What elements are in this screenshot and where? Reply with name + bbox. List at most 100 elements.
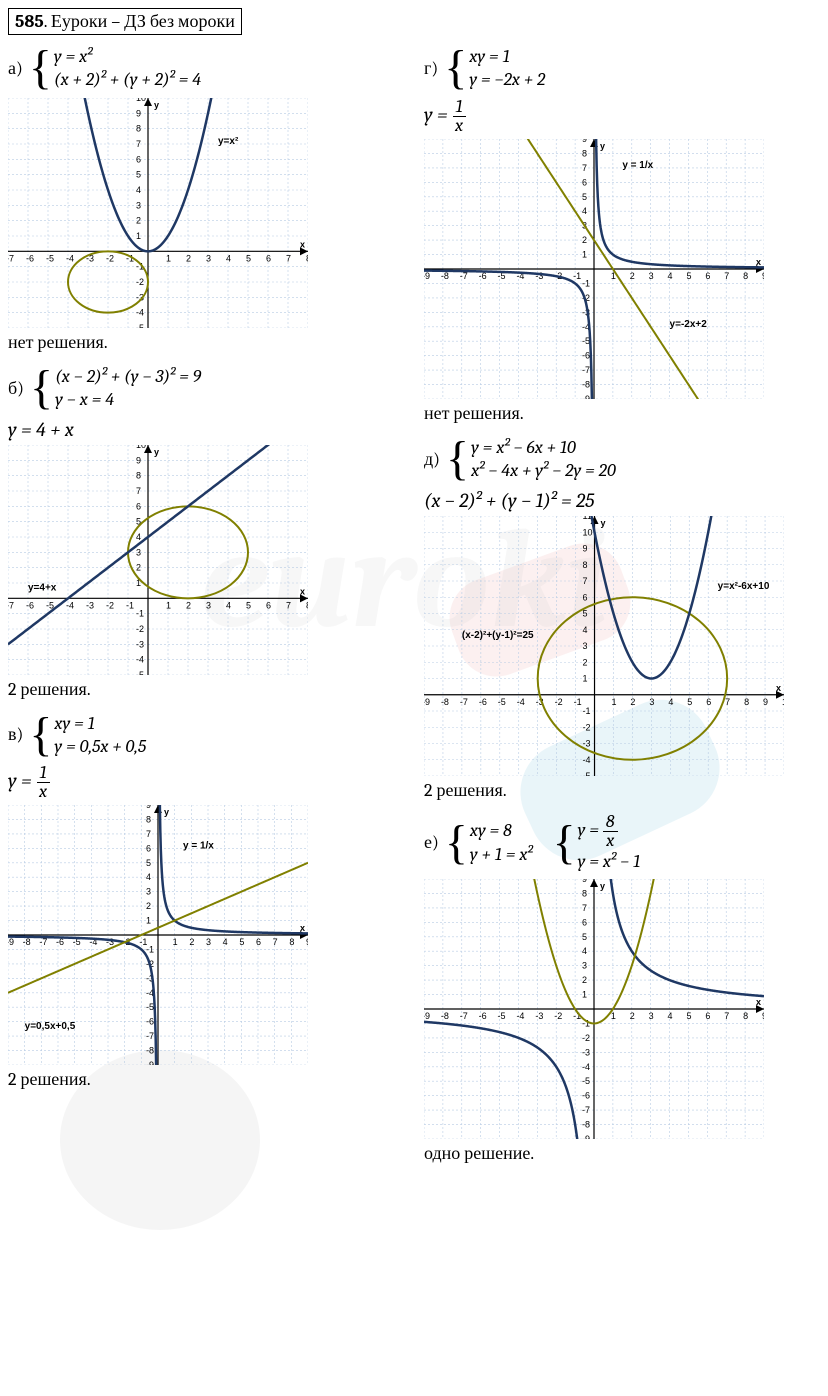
svg-text:6: 6 <box>136 154 141 164</box>
label-a: а) <box>8 58 23 79</box>
eq-d-single: (x − 2)² + (y − 1)² = 25 <box>424 489 820 512</box>
svg-text:-1: -1 <box>136 608 144 618</box>
svg-text:8: 8 <box>583 559 588 569</box>
brace-icon: { <box>29 716 52 754</box>
svg-text:5: 5 <box>686 271 691 281</box>
answer-e: одно решение. <box>424 1143 820 1164</box>
svg-text:7: 7 <box>724 1011 729 1021</box>
svg-text:-4: -4 <box>517 696 525 706</box>
svg-text:-8: -8 <box>146 1046 154 1056</box>
svg-text:5: 5 <box>246 253 251 263</box>
svg-text:4: 4 <box>146 873 151 883</box>
svg-text:6: 6 <box>705 271 710 281</box>
problem-e: е) { xy = 8 y + 1 = x² { y = 8x y = x² −… <box>424 813 820 1164</box>
answer-g: нет решения. <box>424 403 820 424</box>
svg-text:1: 1 <box>583 673 588 683</box>
svg-text:5: 5 <box>687 696 692 706</box>
svg-text:-6: -6 <box>582 1091 590 1101</box>
svg-text:-4: -4 <box>136 307 144 317</box>
svg-text:-2: -2 <box>582 1033 590 1043</box>
svg-text:7: 7 <box>724 271 729 281</box>
svg-text:8: 8 <box>306 253 308 263</box>
svg-text:-5: -5 <box>136 670 144 675</box>
svg-text:3: 3 <box>146 887 151 897</box>
svg-text:9: 9 <box>762 1011 764 1021</box>
problem-d: д) { y = x² − 6x + 10 x² − 4x + y² − 2y … <box>424 436 820 801</box>
svg-text:(x-2)²+(y-1)²=25: (x-2)²+(y-1)²=25 <box>462 629 534 640</box>
svg-text:-2: -2 <box>106 600 114 610</box>
svg-text:-9: -9 <box>424 696 430 706</box>
svg-text:-3: -3 <box>535 1011 543 1021</box>
svg-text:1: 1 <box>146 916 151 926</box>
brace-icon: { <box>445 824 468 862</box>
svg-text:7: 7 <box>583 576 588 586</box>
svg-text:-4: -4 <box>66 600 74 610</box>
svg-text:-6: -6 <box>26 600 34 610</box>
eq-a2: (x + 2)² + (y + 2)² = 4 <box>54 68 201 91</box>
svg-text:8: 8 <box>743 1011 748 1021</box>
svg-text:-7: -7 <box>460 1011 468 1021</box>
svg-text:x: x <box>300 586 305 596</box>
chart-g: x-9-8-7-6-5-4-3-2-1123456789y-9-8-7-6-5-… <box>424 139 764 399</box>
svg-text:-2: -2 <box>555 696 563 706</box>
svg-text:-2: -2 <box>136 277 144 287</box>
svg-text:y = 1/x: y = 1/x <box>183 841 214 852</box>
svg-text:x: x <box>776 682 781 692</box>
svg-text:-5: -5 <box>46 253 54 263</box>
svg-text:y=x²-6x+10: y=x²-6x+10 <box>718 581 770 592</box>
svg-text:-9: -9 <box>424 1011 430 1021</box>
svg-text:2: 2 <box>582 235 587 245</box>
eq-b1: (x − 2)² + (y − 3)² = 9 <box>55 365 201 388</box>
svg-text:y: y <box>601 518 606 528</box>
svg-text:2: 2 <box>136 562 141 572</box>
svg-text:-1: -1 <box>146 945 154 955</box>
eq-b-single: y = 4 + x <box>8 418 404 441</box>
svg-text:-4: -4 <box>583 754 591 764</box>
svg-text:2: 2 <box>186 600 191 610</box>
svg-text:-7: -7 <box>39 937 47 947</box>
svg-text:-6: -6 <box>26 253 34 263</box>
svg-text:y=x²: y=x² <box>218 136 239 147</box>
svg-text:9: 9 <box>136 108 141 118</box>
problem-b: б) { (x − 2)² + (y − 3)² = 9 y − x = 4 y… <box>8 365 404 700</box>
label-v: в) <box>8 724 23 745</box>
answer-d: 2 решения. <box>424 780 820 801</box>
svg-text:6: 6 <box>582 177 587 187</box>
svg-text:6: 6 <box>136 501 141 511</box>
problem-number: 585 <box>15 11 44 32</box>
label-d: д) <box>424 449 440 470</box>
svg-text:3: 3 <box>206 600 211 610</box>
svg-text:-5: -5 <box>498 1011 506 1021</box>
svg-text:-7: -7 <box>8 600 14 610</box>
svg-text:9: 9 <box>146 805 151 810</box>
svg-text:y=4+x: y=4+x <box>28 582 57 593</box>
svg-text:8: 8 <box>289 937 294 947</box>
svg-text:3: 3 <box>582 961 587 971</box>
svg-text:4: 4 <box>136 532 141 542</box>
svg-text:2: 2 <box>583 657 588 667</box>
svg-text:5: 5 <box>136 169 141 179</box>
eq-g-single: y = 1x <box>424 98 820 135</box>
svg-text:y: y <box>154 100 159 110</box>
svg-text:2: 2 <box>189 937 194 947</box>
svg-text:y: y <box>164 807 169 817</box>
label-b: б) <box>8 378 24 399</box>
svg-text:8: 8 <box>744 696 749 706</box>
svg-text:2: 2 <box>630 696 635 706</box>
svg-text:5: 5 <box>246 600 251 610</box>
svg-text:6: 6 <box>146 844 151 854</box>
svg-text:-6: -6 <box>582 350 590 360</box>
svg-text:-7: -7 <box>146 1031 154 1041</box>
svg-text:-9: -9 <box>582 1134 590 1139</box>
svg-text:4: 4 <box>226 253 231 263</box>
eq-e1: xy = 8 <box>470 819 533 842</box>
svg-text:-6: -6 <box>479 1011 487 1021</box>
eq-e3: y = 8x <box>578 813 641 850</box>
svg-text:8: 8 <box>146 815 151 825</box>
svg-text:-1: -1 <box>582 278 590 288</box>
svg-text:1: 1 <box>611 696 616 706</box>
svg-text:2: 2 <box>186 253 191 263</box>
svg-text:-8: -8 <box>441 696 449 706</box>
svg-text:-9: -9 <box>146 1060 154 1065</box>
svg-text:-8: -8 <box>441 1011 449 1021</box>
